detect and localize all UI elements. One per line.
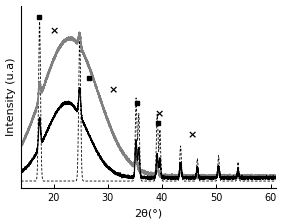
Text: ×: ×	[109, 86, 118, 95]
Text: ×: ×	[187, 130, 197, 140]
Text: ×: ×	[50, 26, 59, 37]
Text: ×: ×	[155, 109, 164, 119]
Y-axis label: Intensity (u.a): Intensity (u.a)	[6, 58, 16, 136]
X-axis label: 2θ(°): 2θ(°)	[134, 209, 163, 218]
